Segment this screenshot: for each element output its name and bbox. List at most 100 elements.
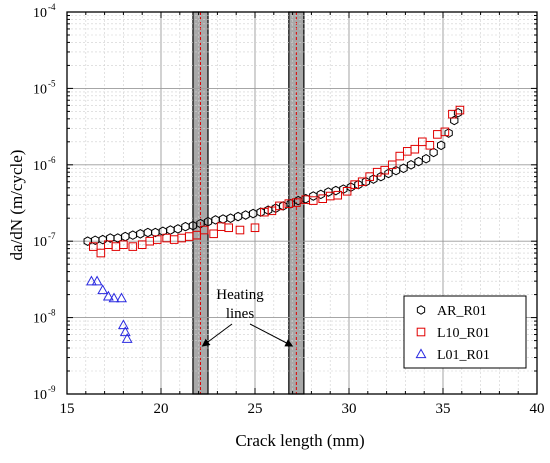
x-tick-label: 30 (342, 401, 357, 417)
y-tick-exponent: -6 (48, 155, 56, 165)
data-point (98, 234, 107, 245)
annotation-arrow-right (249, 323, 294, 347)
data-point (199, 225, 209, 235)
legend-entry-ar-r01: AR_R01 (416, 304, 487, 319)
data-point (357, 177, 367, 187)
x-tick-label: 40 (530, 401, 545, 417)
data-point (444, 128, 453, 138)
data-point (177, 233, 186, 243)
data-point (233, 211, 243, 222)
data-point (455, 105, 465, 115)
x-tick-label: 35 (436, 401, 451, 417)
data-point (235, 225, 245, 235)
plot-frame-layer (66, 11, 538, 395)
y-tick-label: 10 (33, 388, 47, 403)
data-point (121, 231, 130, 242)
data-point (143, 227, 152, 238)
data-point (241, 210, 250, 220)
data-point (387, 160, 397, 170)
annotation-arrow-left (201, 323, 233, 347)
data-point (224, 223, 233, 233)
data-point (119, 326, 131, 337)
data-point (85, 275, 97, 286)
series-l01-r01 (85, 275, 133, 343)
legend-entry-l01-r01: L01_R01 (415, 348, 490, 363)
data-point (97, 284, 109, 295)
annotation-text-line-2: lines (226, 306, 254, 322)
data-point (250, 223, 260, 233)
data-point (429, 147, 438, 158)
data-point (209, 229, 218, 239)
y-tick-exponent: -5 (48, 78, 56, 88)
data-point (402, 147, 412, 156)
y-axis-label: da/dN (m/cycle) (7, 150, 26, 261)
data-point (433, 130, 442, 139)
data-point (421, 153, 431, 164)
data-point (248, 208, 258, 219)
legend-label: AR_R01 (437, 304, 487, 319)
data-point (181, 221, 190, 232)
x-axis-label: Crack length (mm) (235, 431, 364, 450)
data-point (440, 127, 450, 137)
series-l10-r01 (89, 105, 465, 258)
annotation-text-line-1: Heating (216, 287, 264, 303)
data-point (152, 235, 162, 244)
data-point (267, 206, 277, 216)
data-point (136, 229, 145, 239)
y-tick-exponent: -7 (48, 231, 56, 241)
y-tick-exponent: -4 (48, 2, 56, 12)
data-point (128, 242, 138, 251)
data-point (169, 235, 179, 244)
data-point (102, 290, 114, 301)
x-tick-label: 25 (248, 401, 263, 417)
data-point (275, 201, 284, 211)
y-tick-label: 10 (33, 235, 47, 250)
data-point (365, 172, 374, 181)
data-point (89, 242, 98, 251)
plot-frame (66, 11, 538, 395)
data-point (173, 224, 183, 234)
legend-marker (416, 327, 426, 337)
y-tick-exponent: -8 (48, 308, 56, 318)
data-point (108, 292, 120, 303)
data-point (166, 225, 175, 235)
data-points-layer (83, 105, 465, 343)
y-tick-label: 10 (33, 159, 47, 174)
data-point (309, 191, 318, 201)
series-ar-r01 (83, 107, 463, 246)
data-point (218, 214, 228, 224)
data-point (121, 333, 133, 343)
y-tick-label: 10 (33, 312, 47, 327)
data-point (216, 222, 226, 231)
legend-marker (416, 305, 426, 315)
y-tick-label: 10 (33, 6, 47, 21)
data-point (453, 107, 463, 118)
y-tick-exponent: -9 (48, 384, 56, 394)
data-point (184, 232, 194, 241)
y-tick-label: 10 (33, 82, 47, 97)
x-tick-label: 20 (154, 401, 169, 417)
data-point (308, 196, 318, 205)
data-point (333, 190, 343, 200)
data-point (342, 186, 352, 196)
grid-layer (67, 12, 537, 394)
data-point (128, 230, 137, 240)
data-point (96, 248, 106, 258)
data-point (91, 275, 103, 286)
heating-bands-layer (192, 11, 305, 395)
data-point (111, 242, 121, 251)
data-point (380, 165, 390, 175)
annotation-layer: Heating lines (201, 287, 294, 347)
data-point (192, 230, 202, 240)
legend-entry-l10-r01: L10_R01 (416, 326, 490, 341)
data-point (410, 144, 420, 154)
legend-label: L10_R01 (437, 326, 490, 341)
legend-marker (415, 348, 427, 359)
data-point (425, 140, 435, 150)
data-point (117, 319, 129, 330)
x-tick-label: 15 (60, 401, 75, 417)
data-point (316, 189, 325, 200)
